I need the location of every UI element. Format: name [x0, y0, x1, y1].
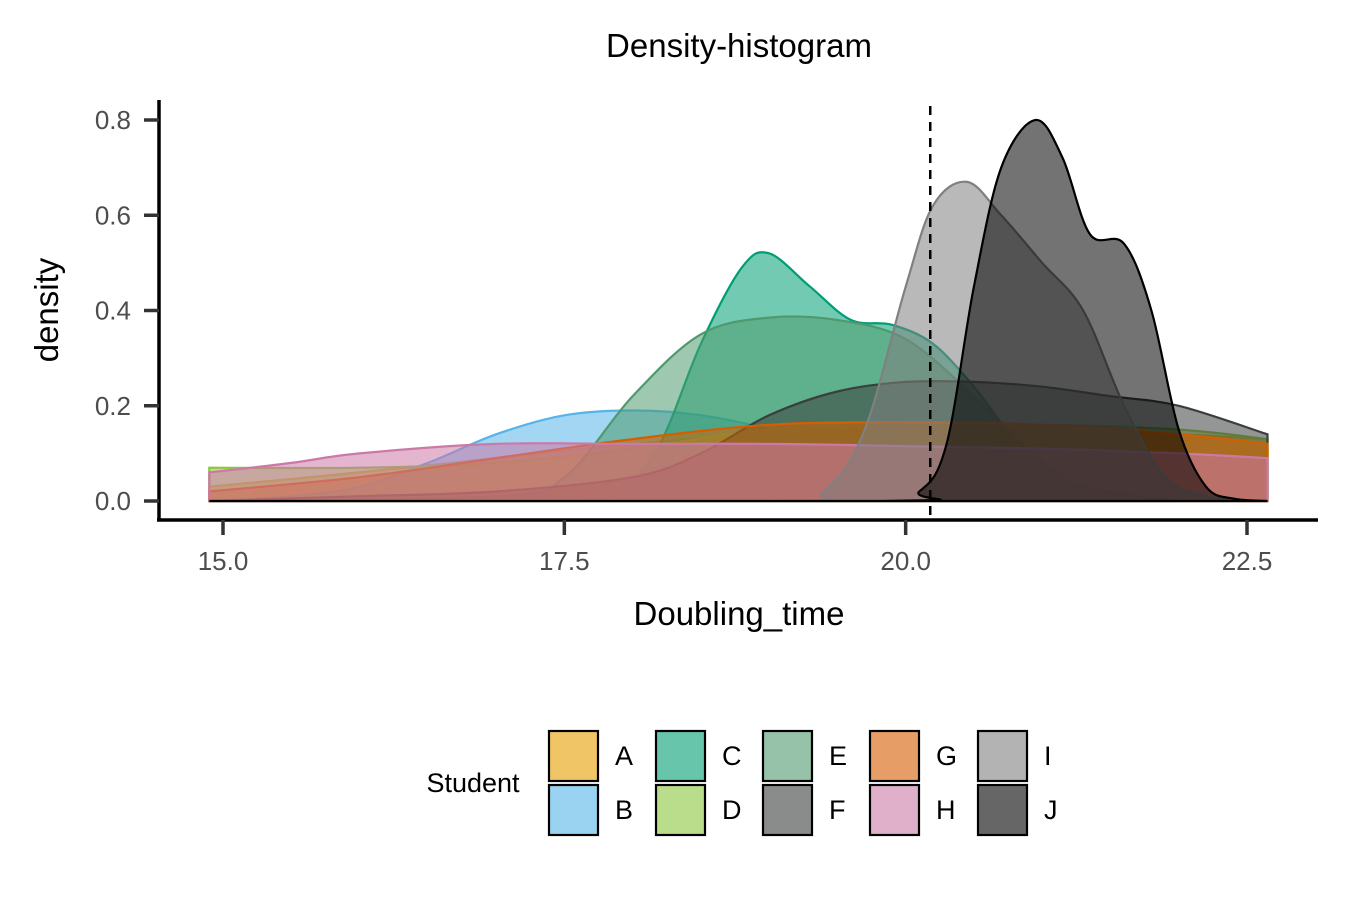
legend-swatch — [547, 729, 600, 783]
y-tick-label: 0.2 — [95, 391, 131, 421]
legend-item-a: A — [547, 729, 633, 783]
legend-label: C — [722, 741, 742, 771]
x-tick-label: 15.0 — [198, 546, 249, 576]
legend-swatch — [654, 729, 707, 783]
density-areas — [208, 118, 1269, 503]
density-area-j — [209, 118, 1268, 503]
x-tick-label: 17.5 — [539, 546, 590, 576]
legend-item-b: B — [547, 783, 633, 837]
legend-label: G — [936, 741, 957, 771]
legend-label: B — [615, 795, 633, 825]
legend-label: H — [936, 795, 956, 825]
y-axis-ticks: 0.0 0.2 0.4 0.6 0.8 — [95, 105, 159, 516]
legend-label: D — [722, 795, 742, 825]
legend: Student AB CD EF GH IJ — [426, 729, 1058, 837]
x-axis-label: Doubling_time — [634, 595, 845, 632]
legend-title: Student — [426, 768, 520, 798]
legend-swatch — [976, 729, 1029, 783]
legend-item-j: J — [976, 783, 1058, 837]
legend-swatch — [547, 783, 600, 837]
legend-label: E — [829, 741, 847, 771]
legend-swatch — [761, 729, 814, 783]
legend-item-c: C — [654, 729, 742, 783]
legend-label: J — [1044, 795, 1058, 825]
legend-label: F — [829, 795, 846, 825]
legend-swatch — [868, 783, 921, 837]
legend-item-f: F — [761, 783, 846, 837]
chart-title: Density-histogram — [606, 27, 872, 64]
legend-item-h: H — [868, 783, 956, 837]
legend-item-i: I — [976, 729, 1052, 783]
legend-swatch — [654, 783, 707, 837]
legend-label: A — [615, 741, 633, 771]
legend-swatch — [761, 783, 814, 837]
legend-swatch — [868, 729, 921, 783]
legend-swatch — [976, 783, 1029, 837]
y-tick-label: 0.6 — [95, 200, 131, 230]
y-tick-label: 0.8 — [95, 105, 131, 135]
y-tick-label: 0.0 — [95, 486, 131, 516]
legend-item-e: E — [761, 729, 847, 783]
y-tick-label: 0.4 — [95, 296, 131, 326]
y-axis-label: density — [28, 257, 65, 362]
legend-item-d: D — [654, 783, 742, 837]
x-tick-label: 20.0 — [880, 546, 931, 576]
legend-item-g: G — [868, 729, 957, 783]
x-axis-ticks: 15.0 17.5 20.0 22.5 — [198, 520, 1273, 576]
x-tick-label: 22.5 — [1222, 546, 1273, 576]
legend-label: I — [1044, 741, 1052, 771]
